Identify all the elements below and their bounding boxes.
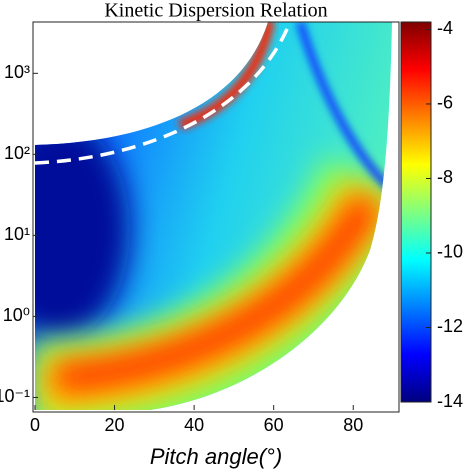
x-tick-label: 60 — [264, 415, 284, 435]
x-tick-label: 40 — [184, 415, 204, 435]
colorbar-tick-label: -6 — [437, 93, 453, 113]
colorbar-tick-label: -12 — [437, 316, 463, 336]
x-tick-label: 20 — [105, 415, 125, 435]
heatmap-field — [35, 22, 392, 410]
y-tick-label: 10³ — [4, 62, 30, 82]
x-tick-label: 80 — [343, 415, 363, 435]
colorbar-tick-label: -14 — [437, 391, 463, 411]
chart-title: Kinetic Dispersion Relation — [104, 0, 327, 22]
colorbar-tick-label: -4 — [437, 18, 453, 38]
plot-frame — [32, 21, 400, 413]
x-tick-label: 0 — [30, 415, 40, 435]
y-tick-label: 10² — [4, 143, 30, 163]
y-tick-label: 10⁻¹ — [0, 386, 30, 406]
y-tick-label: 10¹ — [4, 224, 30, 244]
colorbar — [400, 21, 432, 403]
colorbar-tick-label: -10 — [437, 242, 463, 262]
x-axis-label: Pitch angle(°) — [150, 444, 282, 469]
y-tick-label: 10⁰ — [3, 305, 30, 325]
colorbar-tick-label: -8 — [437, 167, 453, 187]
